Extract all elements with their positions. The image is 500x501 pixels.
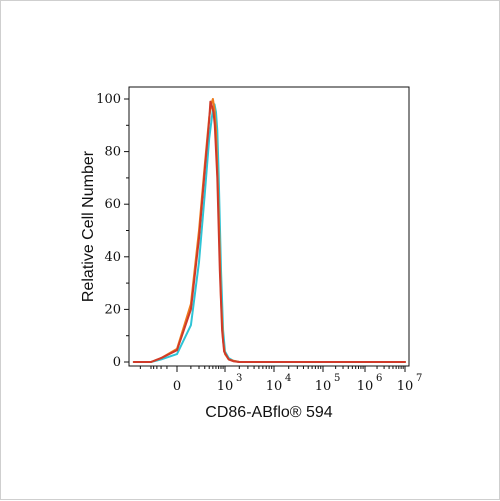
y-tick-label: 100 bbox=[96, 92, 121, 107]
x-tick-exponent: 6 bbox=[376, 373, 382, 384]
series-layer bbox=[132, 98, 406, 363]
y-tick-label: 40 bbox=[104, 250, 121, 265]
x-tick-label: 10 bbox=[315, 379, 332, 394]
y-axis-label: Relative Cell Number bbox=[80, 150, 97, 302]
y-tick-label: 20 bbox=[104, 302, 121, 317]
x-tick-label-group: 103 bbox=[217, 373, 243, 394]
y-tick-label: 0 bbox=[113, 355, 121, 370]
x-tick-label-group: 0 bbox=[173, 379, 181, 394]
x-tick-exponent: 4 bbox=[285, 373, 291, 384]
y-tick-label: 60 bbox=[104, 197, 121, 212]
x-tick-exponent: 3 bbox=[236, 373, 242, 384]
x-tick-label-group: 107 bbox=[397, 373, 423, 394]
x-tick-label-group: 105 bbox=[315, 373, 341, 394]
x-tick-exponent: 7 bbox=[416, 373, 422, 384]
x-tick-label-group: 106 bbox=[357, 373, 383, 394]
x-tick-exponent: 5 bbox=[334, 373, 340, 384]
x-tick-label: 10 bbox=[397, 379, 414, 394]
histogram-series-2 bbox=[132, 98, 406, 363]
x-tick-label: 10 bbox=[357, 379, 374, 394]
x-axis-label: CD86-ABflo® 594 bbox=[205, 404, 333, 421]
y-tick-label: 80 bbox=[104, 145, 121, 160]
histogram-series-1 bbox=[132, 103, 406, 363]
x-tick-label: 0 bbox=[173, 379, 181, 394]
x-tick-label-group: 104 bbox=[266, 373, 292, 394]
axis-layer bbox=[124, 86, 410, 372]
x-tick-label: 10 bbox=[217, 379, 234, 394]
plot-frame bbox=[128, 86, 410, 367]
histogram-series-3 bbox=[132, 100, 406, 363]
x-tick-label: 10 bbox=[266, 379, 283, 394]
